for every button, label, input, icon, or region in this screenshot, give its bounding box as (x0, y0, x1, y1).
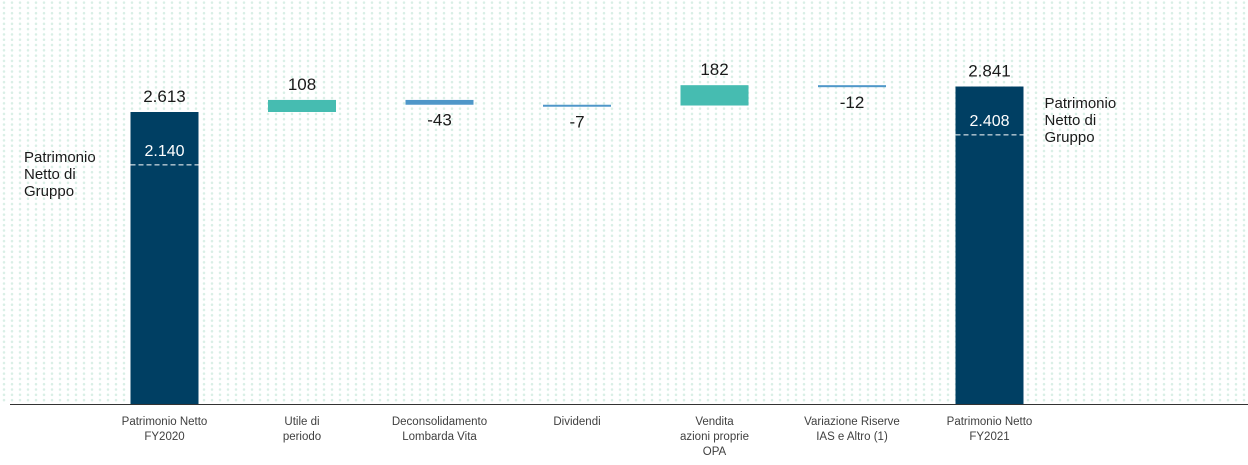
group-equity-label-6: 2.408 (969, 113, 1009, 130)
category-label-5-1: IAS e Altro (1) (816, 431, 888, 443)
category-label-0-1: FY2020 (144, 431, 184, 443)
category-label-6-0: Patrimonio Netto (947, 416, 1033, 428)
delta-bar-3 (543, 104, 611, 107)
category-label-6-1: FY2021 (969, 431, 1009, 443)
total-bar-0 (130, 112, 199, 404)
value-label-5: -12 (840, 93, 865, 112)
category-label-5-0: Variazione Riserve (804, 416, 900, 428)
delta-bar-4 (680, 85, 749, 106)
value-label-4: 182 (700, 60, 728, 79)
delta-bar-5 (818, 85, 886, 88)
category-label-4-2: OPA (703, 446, 727, 458)
annotation-left-1: Netto di (24, 166, 76, 183)
category-label-2-0: Deconsolidamento (392, 416, 487, 428)
category-label-4-0: Vendita (695, 416, 734, 428)
chart-background-pattern (0, 0, 1248, 404)
delta-bar-2 (405, 99, 474, 105)
group-equity-label-0: 2.140 (144, 143, 184, 160)
total-bar-6 (955, 86, 1024, 404)
annotation-right-2: Gruppo (1045, 129, 1095, 146)
category-label-0-0: Patrimonio Netto (122, 416, 208, 428)
value-label-1: 108 (288, 75, 316, 94)
value-label-0: 2.613 (143, 87, 186, 106)
annotation-left-2: Gruppo (24, 183, 74, 200)
category-label-1-0: Utile di (284, 416, 319, 428)
annotation-right-0: Patrimonio (1045, 95, 1117, 112)
value-label-3: -7 (569, 113, 584, 132)
annotation-left-0: Patrimonio (24, 149, 96, 166)
delta-bar-1 (268, 99, 336, 112)
category-label-1-1: periodo (283, 431, 321, 443)
annotation-right-1: Netto di (1045, 112, 1097, 129)
value-label-6: 2.841 (968, 62, 1011, 81)
category-label-2-1: Lombarda Vita (402, 431, 477, 443)
category-label-4-1: azioni proprie (680, 431, 749, 443)
value-label-2: -43 (427, 111, 452, 130)
category-label-3-0: Dividendi (553, 416, 600, 428)
